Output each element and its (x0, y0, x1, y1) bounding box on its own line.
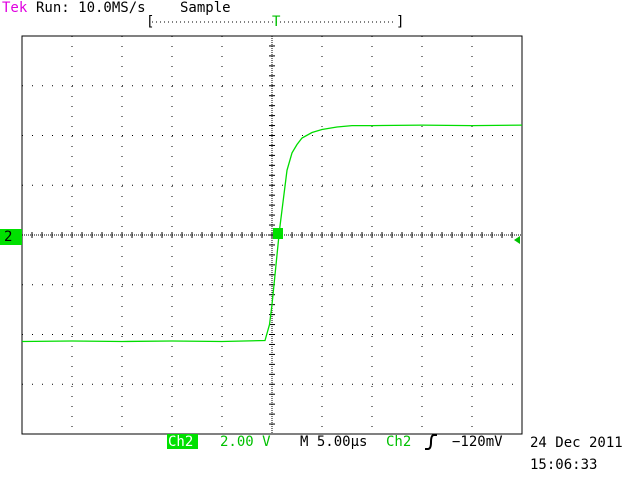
trigger-point (273, 228, 283, 239)
channel-box (167, 434, 198, 449)
graticule (21, 35, 523, 435)
acq-mode: Sample (180, 0, 231, 16)
trigger-level-arrow (514, 236, 520, 244)
channel-label: Ch2 (168, 434, 193, 450)
channel-marker-box (0, 229, 22, 245)
date: 24 Dec 2011 (530, 435, 623, 451)
record-end: ] (396, 14, 404, 30)
record-start: [ (146, 14, 154, 30)
trigger-position: T (272, 14, 281, 30)
volts-per-div: 2.00 V (220, 434, 271, 450)
trigger-level: −120mV (452, 434, 503, 450)
trigger-channel: Ch2 (386, 434, 411, 450)
timebase: M 5.00µs (300, 434, 367, 450)
channel-marker: 2 (4, 229, 12, 245)
brand: Tek (2, 0, 28, 16)
slope-icon (425, 434, 437, 450)
run-status: Run: 10.0MS/s (36, 0, 146, 16)
waveform (21, 124, 523, 343)
time: 15:06:33 (530, 457, 597, 473)
